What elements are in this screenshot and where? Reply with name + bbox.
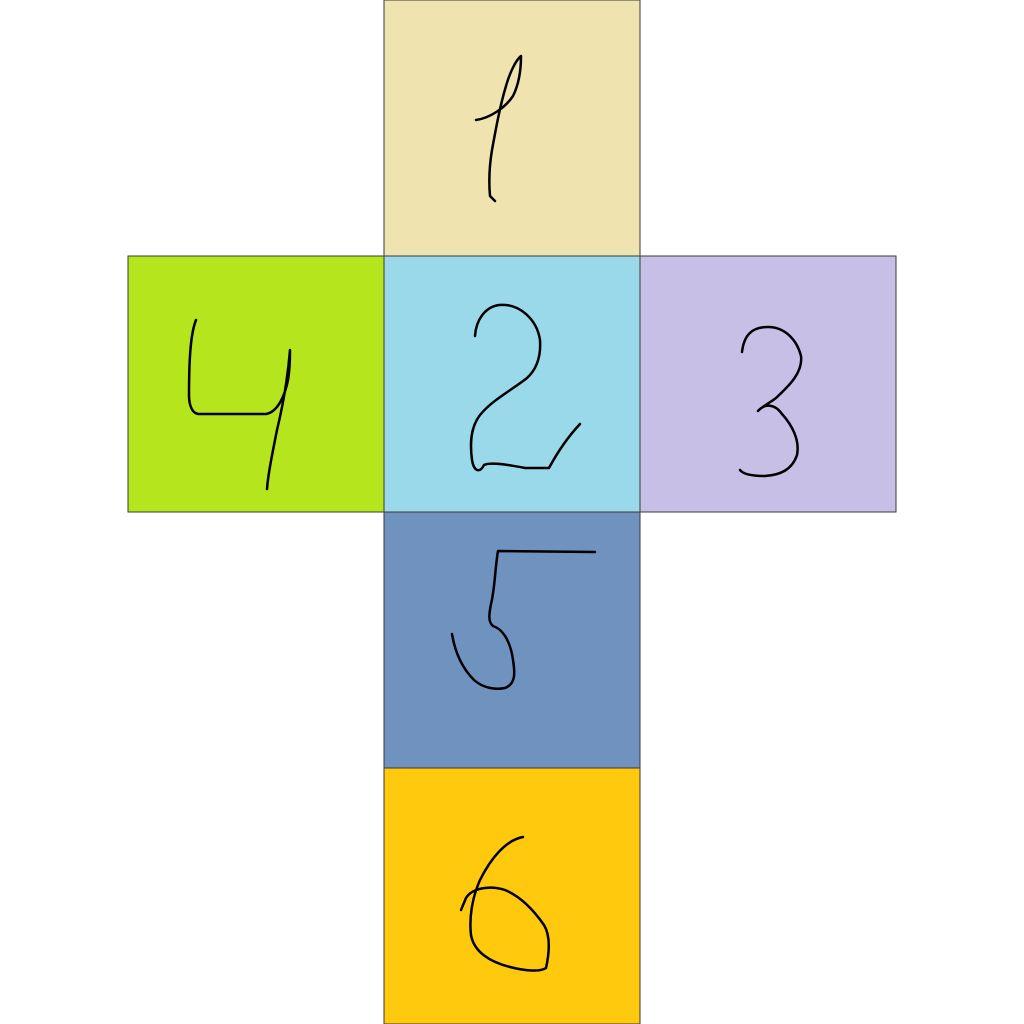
- face-6: 6: [383, 767, 641, 1024]
- handwritten-digit-5: [450, 549, 597, 690]
- face-5-square: [383, 511, 641, 769]
- face-3: 3: [639, 255, 897, 513]
- face-2-square: [383, 255, 641, 513]
- handwritten-digit-6: [459, 835, 550, 972]
- handwritten-digit-3: [738, 325, 803, 478]
- face-5: 5: [383, 511, 641, 769]
- face-2: 2: [383, 255, 641, 513]
- face-1-square: [383, 0, 641, 257]
- handwritten-digit-2: [469, 303, 582, 472]
- face-4: 4: [127, 255, 385, 513]
- face-4-square: [127, 255, 385, 513]
- handwritten-digit-1: [474, 54, 523, 203]
- handwritten-digit-4: [187, 318, 292, 491]
- face-3-square: [639, 255, 897, 513]
- face-6-square: [383, 767, 641, 1024]
- face-1: 1: [383, 0, 641, 257]
